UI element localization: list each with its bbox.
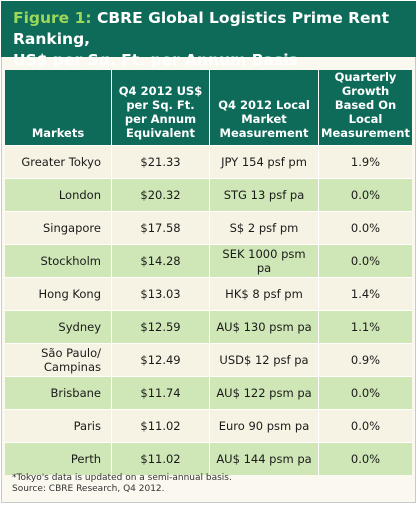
cell-usd: $20.32 <box>112 178 210 211</box>
table-body: Greater Tokyo $21.33 JPY 154 psf pm 1.9%… <box>5 145 412 475</box>
table-row: Stockholm $14.28 SEK 1000 psm pa 0.0% <box>5 244 412 277</box>
cell-usd: $21.33 <box>112 145 210 178</box>
table-row: Greater Tokyo $21.33 JPY 154 psf pm 1.9% <box>5 145 412 178</box>
cell-market: Sydney <box>5 310 112 343</box>
cell-growth: 0.0% <box>319 211 412 244</box>
cell-market: Brisbane <box>5 376 112 409</box>
footnote-tokyo: *Tokyo's data is updated on a semi-annua… <box>12 473 232 483</box>
table-row: Brisbane $11.74 AU$ 122 psm pa 0.0% <box>5 376 412 409</box>
cell-usd: $12.49 <box>112 343 210 376</box>
table-header-row: Markets Q4 2012 US$ per Sq. Ft. per Annu… <box>5 70 412 145</box>
cell-growth: 1.1% <box>319 310 412 343</box>
cell-usd: $11.74 <box>112 376 210 409</box>
cell-growth: 1.4% <box>319 277 412 310</box>
cell-growth: 0.0% <box>319 244 412 277</box>
cell-usd: $17.58 <box>112 211 210 244</box>
cell-growth: 0.0% <box>319 409 412 442</box>
figure-title: Figure 1: CBRE Global Logistics Prime Re… <box>1 1 416 69</box>
header-usd-per-sqft: Q4 2012 US$ per Sq. Ft. per Annum Equiva… <box>112 70 210 145</box>
cell-market: Hong Kong <box>5 277 112 310</box>
header-quarterly-growth: Quarterly Growth Based On Local Measurem… <box>319 70 412 145</box>
cell-market: Singapore <box>5 211 112 244</box>
header-markets: Markets <box>5 70 112 145</box>
source-note: Source: CBRE Research, Q4 2012. <box>12 484 165 494</box>
cell-usd: $14.28 <box>112 244 210 277</box>
cell-market: Perth <box>5 442 112 475</box>
table-row: Sydney $12.59 AU$ 130 psm pa 1.1% <box>5 310 412 343</box>
table-row: São Paulo/ Campinas $12.49 USD$ 12 psf p… <box>5 343 412 376</box>
cell-growth: 0.9% <box>319 343 412 376</box>
figure-label: Figure 1: <box>13 9 92 27</box>
cell-local: AU$ 130 psm pa <box>210 310 319 343</box>
cell-local: STG 13 psf pa <box>210 178 319 211</box>
cell-market: Greater Tokyo <box>5 145 112 178</box>
cell-local: Euro 90 psm pa <box>210 409 319 442</box>
header-local-measurement: Q4 2012 Local Market Measurement <box>210 70 319 145</box>
cell-usd: $12.59 <box>112 310 210 343</box>
cell-growth: 0.0% <box>319 442 412 475</box>
cell-local: JPY 154 psf pm <box>210 145 319 178</box>
table-row: Hong Kong $13.03 HK$ 8 psf pm 1.4% <box>5 277 412 310</box>
cell-local: S$ 2 psf pm <box>210 211 319 244</box>
cell-usd: $11.02 <box>112 442 210 475</box>
rent-ranking-table-wrap: Markets Q4 2012 US$ per Sq. Ft. per Annu… <box>5 70 412 475</box>
cell-usd: $13.03 <box>112 277 210 310</box>
table-row: London $20.32 STG 13 psf pa 0.0% <box>5 178 412 211</box>
table-row: Singapore $17.58 S$ 2 psf pm 0.0% <box>5 211 412 244</box>
cell-growth: 0.0% <box>319 178 412 211</box>
rent-ranking-table: Markets Q4 2012 US$ per Sq. Ft. per Annu… <box>5 70 412 475</box>
cell-market: London <box>5 178 112 211</box>
cell-local: SEK 1000 psm pa <box>210 244 319 277</box>
cell-market: Stockholm <box>5 244 112 277</box>
cell-local: HK$ 8 psf pm <box>210 277 319 310</box>
cell-local: USD$ 12 psf pa <box>210 343 319 376</box>
table-row: Paris $11.02 Euro 90 psm pa 0.0% <box>5 409 412 442</box>
cell-local: AU$ 122 psm pa <box>210 376 319 409</box>
cell-market: São Paulo/ Campinas <box>5 343 112 376</box>
footnotes: *Tokyo's data is updated on a semi-annua… <box>12 473 232 495</box>
title-line-2: US$ per Sq. Ft. per Annum Basis <box>13 51 298 69</box>
title-line-1: CBRE Global Logistics Prime Rent Ranking… <box>13 9 390 48</box>
table-row: Perth $11.02 AU$ 144 psm pa 0.0% <box>5 442 412 475</box>
cell-local: AU$ 144 psm pa <box>210 442 319 475</box>
cell-growth: 1.9% <box>319 145 412 178</box>
cell-usd: $11.02 <box>112 409 210 442</box>
cell-market: Paris <box>5 409 112 442</box>
cell-growth: 0.0% <box>319 376 412 409</box>
